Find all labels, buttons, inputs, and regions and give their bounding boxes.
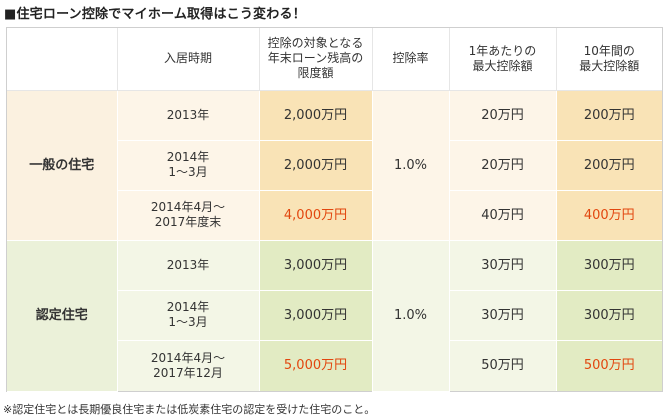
period-cell: 2014年 1〜3月	[117, 140, 260, 191]
header-limit: 控除の対象となる 年末ローン残高の 限度額	[259, 28, 373, 91]
total-cell-highlight: 400万円	[556, 190, 662, 241]
period-line: 2013年	[166, 107, 210, 122]
period-cell: 2013年	[117, 240, 260, 291]
table-row: 2014年 1〜3月 2,000万円 20万円 200万円	[7, 140, 662, 191]
header-annual-line2: 最大控除額	[472, 58, 533, 73]
period-line: 2014年4月〜	[150, 350, 226, 365]
period-cell: 2013年	[117, 90, 260, 141]
period-line: 2014年	[166, 150, 210, 164]
total-cell-highlight: 500万円	[556, 340, 662, 391]
rate-certified: 1.0%	[372, 240, 450, 392]
header-annual: 1年あたりの 最大控除額	[449, 28, 557, 91]
table-row: 認定住宅 2013年 3,000万円 1.0% 30万円 300万円	[7, 240, 662, 392]
header-limit-line2: 年末ローン残高の	[267, 51, 364, 66]
category-general: 一般の住宅	[7, 90, 118, 241]
annual-cell: 20万円	[449, 140, 557, 191]
annual-cell: 50万円	[449, 340, 557, 391]
page-title: ■住宅ローン控除でマイホーム取得はこう変わる！	[4, 7, 306, 22]
total-cell: 200万円	[556, 140, 662, 191]
header-rate: 控除率	[372, 28, 450, 91]
header-limit-line1: 控除の対象となる	[267, 36, 364, 51]
header-total-line2: 最大控除額	[579, 58, 640, 73]
limit-cell: 2,000万円	[259, 140, 373, 191]
header-period: 入居時期	[117, 28, 260, 91]
limit-cell: 3,000万円	[259, 240, 373, 291]
period-cell: 2014年4月〜 2017年12月	[117, 340, 260, 391]
total-cell: 300万円	[556, 290, 662, 341]
footnote: ※認定住宅とは長期優良住宅または低炭素住宅の認定を受けた住宅のこと。	[3, 403, 376, 416]
period-line: 1〜3月	[168, 315, 208, 329]
total-cell: 200万円	[556, 90, 662, 141]
rate-general: 1.0%	[372, 90, 450, 241]
header-row: 入居時期 控除の対象となる 年末ローン残高の 限度額 控除率 1年あたりの 最大…	[7, 28, 662, 91]
table-row: 2014年4月〜 2017年度末 4,000万円 40万円 400万円	[7, 190, 662, 241]
header-limit-line3: 限度額	[297, 66, 334, 81]
table-row: 2014年4月〜 2017年12月 5,000万円 50万円 500万円	[7, 340, 662, 391]
deduction-table: 入居時期 控除の対象となる 年末ローン残高の 限度額 控除率 1年あたりの 最大…	[7, 28, 662, 392]
period-line: 2014年4月〜	[150, 200, 226, 214]
header-empty	[7, 28, 118, 91]
header-total: 10年間の 最大控除額	[556, 28, 662, 91]
limit-cell-highlight: 5,000万円	[259, 340, 373, 391]
limit-cell: 2,000万円	[259, 90, 373, 141]
period-line: 2013年	[166, 257, 210, 272]
table-row: 2014年 1〜3月 3,000万円 30万円 300万円	[7, 290, 662, 341]
category-certified: 認定住宅	[7, 240, 118, 392]
deduction-table-frame: 入居時期 控除の対象となる 年末ローン残高の 限度額 控除率 1年あたりの 最大…	[6, 27, 663, 392]
limit-cell-highlight: 4,000万円	[259, 190, 373, 241]
period-line: 2017年12月	[153, 365, 223, 380]
header-total-line1: 10年間の	[583, 43, 635, 58]
annual-cell: 20万円	[449, 90, 557, 141]
period-line: 2014年	[166, 300, 210, 314]
period-cell: 2014年4月〜 2017年度末	[117, 190, 260, 241]
annual-cell: 30万円	[449, 290, 557, 341]
period-line: 2017年度末	[154, 215, 222, 229]
period-line: 1〜3月	[168, 165, 208, 179]
limit-cell: 3,000万円	[259, 290, 373, 341]
table-row: 一般の住宅 2013年 2,000万円 1.0% 20万円 200万円	[7, 90, 662, 241]
total-cell: 300万円	[556, 240, 662, 291]
header-annual-line1: 1年あたりの	[468, 43, 537, 58]
annual-cell: 30万円	[449, 240, 557, 291]
annual-cell: 40万円	[449, 190, 557, 241]
period-cell: 2014年 1〜3月	[117, 290, 260, 341]
